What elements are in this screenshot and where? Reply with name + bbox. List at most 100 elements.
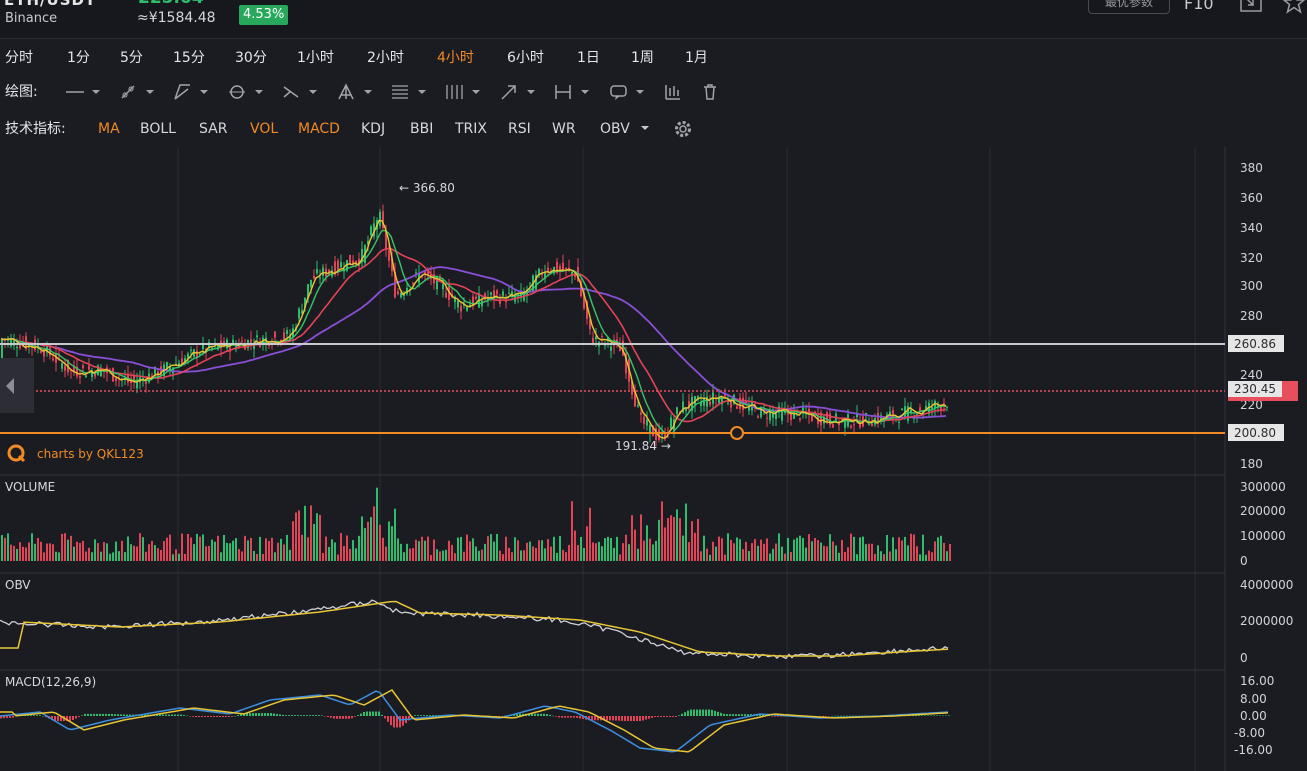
macd-hist-bar: [555, 716, 557, 717]
volume-bar: [664, 527, 666, 561]
macd-hist-bar: [945, 715, 947, 717]
volume-bar: [802, 537, 804, 561]
volume-bar: [493, 541, 495, 561]
volume-bar: [22, 546, 24, 561]
volume-bar: [253, 550, 255, 561]
volume-bar: [91, 552, 93, 561]
volume-bar: [691, 521, 693, 561]
volume-bar: [136, 546, 138, 561]
volume-bar: [661, 501, 663, 561]
favorite-star-icon[interactable]: [1282, 0, 1306, 14]
tab-timeframe-realtime[interactable]: 分时: [5, 50, 33, 66]
candle-body: [184, 358, 186, 364]
macd-hist-bar: [681, 713, 683, 716]
indicator-ma[interactable]: MA: [98, 121, 120, 137]
bars-icon[interactable]: [662, 82, 702, 102]
indicator-sar[interactable]: SAR: [199, 121, 228, 137]
volume-bars: [1, 487, 951, 561]
macd-hist-bar: [291, 715, 293, 716]
candle-body: [190, 349, 192, 351]
candle-body: [634, 390, 636, 407]
tab-timeframe-15m[interactable]: 15分: [173, 50, 205, 66]
comment-icon[interactable]: [608, 82, 648, 102]
tab-timeframe-30m[interactable]: 30分: [235, 50, 267, 66]
candle-body: [652, 425, 654, 437]
volume-bar: [517, 540, 519, 561]
line-icon[interactable]: [64, 82, 104, 102]
gear-icon[interactable]: [672, 118, 694, 140]
candle-body: [730, 401, 732, 408]
tab-timeframe-4h[interactable]: 4小时: [437, 50, 474, 66]
f10-button[interactable]: F10: [1184, 0, 1214, 13]
parallel-icon[interactable]: [444, 82, 484, 102]
volume-bar: [742, 549, 744, 561]
macd-hist-bar: [420, 715, 422, 716]
volume-bar: [208, 545, 210, 561]
range-icon[interactable]: [553, 82, 593, 102]
volume-bar: [619, 554, 621, 561]
tab-timeframe-2h[interactable]: 2小时: [367, 50, 404, 66]
candle-body: [865, 412, 867, 415]
optimal-params-button[interactable]: 最优参数: [1088, 0, 1170, 14]
candle-body: [907, 406, 909, 421]
volume-bar: [919, 554, 921, 561]
price-chart[interactable]: ← 366.80 191.84 → charts by QKL123 380 3…: [0, 147, 1307, 771]
macd-hist-bar: [942, 715, 944, 717]
trash-icon[interactable]: [700, 82, 740, 102]
indicator-kdj[interactable]: KDJ: [361, 121, 386, 137]
cross-icon[interactable]: [281, 82, 321, 102]
candle-body: [79, 376, 81, 378]
level-tag-upper-text: 260.86: [1234, 337, 1276, 351]
fib-icon[interactable]: [390, 82, 430, 102]
volume-bar: [190, 537, 192, 561]
trend-icon[interactable]: [118, 82, 158, 102]
level-handle[interactable]: [730, 426, 744, 440]
volume-bar: [805, 547, 807, 561]
circle-icon[interactable]: [227, 82, 267, 102]
tab-timeframe-1h[interactable]: 1小时: [297, 50, 334, 66]
macd-hist-bar: [519, 713, 521, 716]
indicator-wr[interactable]: WR: [552, 121, 576, 137]
candle-body: [475, 296, 477, 299]
indicator-dropdown-icon[interactable]: [639, 123, 651, 133]
indicator-vol[interactable]: VOL: [250, 121, 279, 137]
macd-hist-bar: [234, 715, 236, 717]
macd-hist-bar: [117, 714, 119, 716]
volume-bar: [559, 535, 561, 561]
indicator-macd[interactable]: MACD: [298, 121, 340, 137]
macd-hist-bar: [30, 715, 32, 716]
shrink-icon[interactable]: [1240, 0, 1262, 12]
fork-icon[interactable]: [336, 82, 376, 102]
macd-tick: -16.00: [1234, 743, 1273, 757]
macd-hist-bar: [702, 709, 704, 716]
tab-timeframe-1w[interactable]: 1周: [631, 50, 654, 66]
indicator-trix[interactable]: TRIX: [455, 121, 487, 137]
tab-timeframe-1d[interactable]: 1日: [577, 50, 600, 66]
arrow-icon[interactable]: [499, 82, 539, 102]
tab-timeframe-6h[interactable]: 6小时: [507, 50, 544, 66]
tab-timeframe-1mo[interactable]: 1月: [685, 50, 708, 66]
volume-bar: [922, 534, 924, 561]
tab-timeframe-1m[interactable]: 1分: [67, 50, 90, 66]
volume-bar: [13, 545, 15, 561]
macd-hist-bar: [165, 714, 167, 716]
macd-hist-bar: [435, 715, 437, 716]
macd-hist-bar: [267, 713, 269, 716]
angle-icon[interactable]: [172, 82, 212, 102]
tab-timeframe-5m[interactable]: 5分: [120, 50, 143, 66]
scroll-left-button[interactable]: [0, 358, 34, 413]
macd-hist-bar: [171, 714, 173, 716]
volume-bar: [520, 550, 522, 561]
macd-hist-bar: [606, 716, 608, 721]
indicator-rsi[interactable]: RSI: [508, 121, 531, 137]
macd-hist-bar: [276, 713, 278, 716]
candle-body: [538, 268, 540, 276]
volume-bar: [697, 518, 699, 561]
volume-bar: [145, 551, 147, 561]
macd-hist-bar: [774, 716, 776, 717]
volume-bar: [592, 542, 594, 561]
indicator-boll[interactable]: BOLL: [140, 121, 176, 137]
indicator-bbi[interactable]: BBI: [410, 121, 434, 137]
volume-bar: [463, 551, 465, 561]
indicator-obv[interactable]: OBV: [600, 121, 630, 137]
